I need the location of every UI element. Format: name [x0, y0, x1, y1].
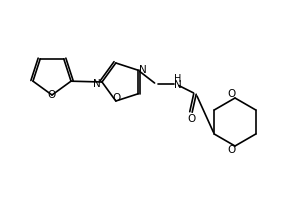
Text: O: O — [187, 114, 195, 124]
Text: N: N — [139, 65, 147, 75]
Text: O: O — [228, 145, 236, 155]
Text: O: O — [113, 93, 121, 103]
Text: N: N — [93, 79, 101, 89]
Text: O: O — [228, 89, 236, 99]
Text: O: O — [48, 90, 56, 100]
Text: H: H — [175, 74, 182, 84]
Text: N: N — [174, 80, 182, 90]
